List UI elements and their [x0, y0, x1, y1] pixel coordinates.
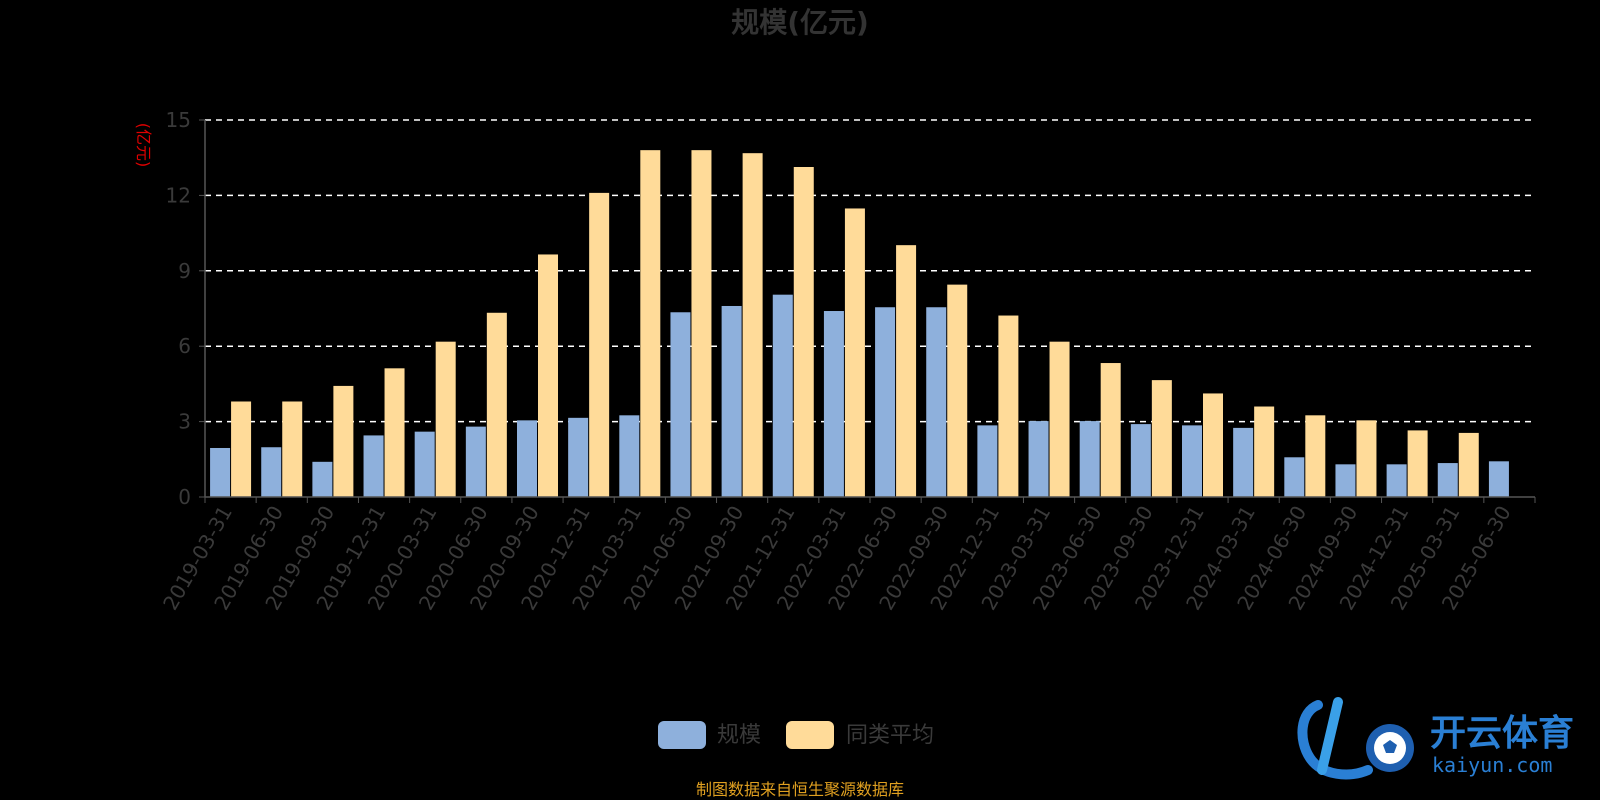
- y-tick-label-0: 0: [178, 485, 191, 509]
- y-axis-label: (亿元): [134, 123, 153, 168]
- legend-item-series1[interactable]: 规模: [658, 721, 761, 749]
- bar-series1-2023-09-30[interactable]: [1130, 424, 1151, 497]
- y-tick-label-6: 6: [178, 334, 191, 358]
- bar-series1-2019-09-30[interactable]: [312, 461, 333, 497]
- bar-series1-2024-06-30[interactable]: [1284, 457, 1305, 497]
- bar-series2-2019-12-31[interactable]: [384, 368, 405, 497]
- bar-series2-2023-09-30[interactable]: [1151, 380, 1172, 497]
- bar-series1-2021-09-30[interactable]: [721, 305, 742, 497]
- bar-series1-2025-06-30[interactable]: [1488, 461, 1509, 497]
- bar-series1-2021-03-31[interactable]: [619, 415, 640, 497]
- legend-label-series2: 同类平均: [846, 723, 934, 748]
- logo-name: 开云体育: [1430, 713, 1574, 754]
- bar-series2-2023-03-31[interactable]: [1049, 341, 1070, 497]
- bar-series1-2023-12-31[interactable]: [1182, 425, 1202, 497]
- bar-series1-2025-03-31[interactable]: [1437, 463, 1458, 497]
- bar-series2-2024-12-31[interactable]: [1407, 430, 1428, 497]
- bar-series2-2021-12-31[interactable]: [793, 166, 814, 497]
- data-source-note: 制图数据来自恒生聚源数据库: [696, 780, 904, 799]
- bar-series2-2020-03-31[interactable]: [435, 341, 456, 497]
- bar-series2-2019-06-30[interactable]: [282, 401, 303, 497]
- legend: 规模 同类平均: [658, 721, 934, 749]
- bar-series2-2023-12-31[interactable]: [1203, 393, 1223, 497]
- bar-series1-2020-06-30[interactable]: [465, 426, 486, 497]
- bar-series1-2023-03-31[interactable]: [1028, 421, 1049, 497]
- bar-series2-2025-03-31[interactable]: [1458, 432, 1479, 497]
- bar-series1-2022-03-31[interactable]: [823, 311, 844, 497]
- bar-series1-2020-09-30[interactable]: [517, 420, 537, 497]
- bar-series2-2021-09-30[interactable]: [742, 153, 763, 497]
- legend-swatch-series2: [786, 721, 834, 749]
- bar-series1-2019-06-30[interactable]: [261, 447, 282, 497]
- bar-series2-2024-06-30[interactable]: [1305, 415, 1326, 497]
- chart-title: 规模(亿元): [731, 6, 869, 39]
- bar-series1-2021-12-31[interactable]: [772, 294, 793, 497]
- bar-series2-2022-06-30[interactable]: [896, 245, 917, 497]
- bar-series2-2020-12-31[interactable]: [589, 192, 610, 498]
- logo-url: kaiyun.com: [1432, 753, 1552, 777]
- legend-swatch-series1: [658, 721, 706, 749]
- legend-label-series1: 规模: [717, 723, 761, 748]
- bar-series1-2022-12-31[interactable]: [977, 425, 998, 497]
- bar-series1-2019-12-31[interactable]: [363, 435, 384, 497]
- y-tick-label-3: 3: [178, 410, 191, 434]
- bar-series2-2020-06-30[interactable]: [486, 312, 507, 497]
- bar-series1-2020-12-31[interactable]: [568, 417, 589, 497]
- grid-lines: [205, 119, 1535, 423]
- bars: [210, 150, 1509, 498]
- bar-series1-2024-03-31[interactable]: [1233, 427, 1254, 497]
- y-tick-label-12: 12: [166, 183, 191, 207]
- bar-series2-2024-03-31[interactable]: [1254, 406, 1275, 497]
- bar-series1-2024-12-31[interactable]: [1386, 464, 1407, 497]
- bar-series2-2022-12-31[interactable]: [998, 315, 1019, 497]
- logo: 开云体育 kaiyun.com: [1297, 697, 1574, 780]
- legend-item-series2[interactable]: 同类平均: [786, 721, 934, 749]
- bar-series2-2021-03-31[interactable]: [640, 150, 661, 497]
- bar-series2-2019-09-30[interactable]: [333, 385, 354, 497]
- bar-series2-2024-09-30[interactable]: [1356, 420, 1377, 497]
- bar-series2-2023-06-30[interactable]: [1100, 363, 1121, 497]
- logo-icon: [1297, 697, 1414, 780]
- bar-series2-2021-06-30[interactable]: [691, 150, 712, 497]
- bar-series1-2022-06-30[interactable]: [875, 307, 896, 497]
- bar-series1-2020-03-31[interactable]: [414, 431, 435, 497]
- bar-series1-2019-03-31[interactable]: [210, 447, 231, 497]
- bar-series1-2022-09-30[interactable]: [926, 307, 947, 497]
- y-tick-label-15: 15: [166, 108, 191, 132]
- bar-series2-2019-03-31[interactable]: [231, 401, 252, 497]
- bar-series2-2022-09-30[interactable]: [947, 284, 968, 497]
- bar-series2-2020-09-30[interactable]: [538, 254, 558, 497]
- y-tick-label-9: 9: [178, 259, 191, 283]
- bar-series2-2022-03-31[interactable]: [844, 208, 865, 497]
- bar-series1-2023-06-30[interactable]: [1079, 421, 1100, 497]
- bar-series1-2021-06-30[interactable]: [670, 312, 691, 497]
- bar-series1-2024-09-30[interactable]: [1335, 464, 1356, 497]
